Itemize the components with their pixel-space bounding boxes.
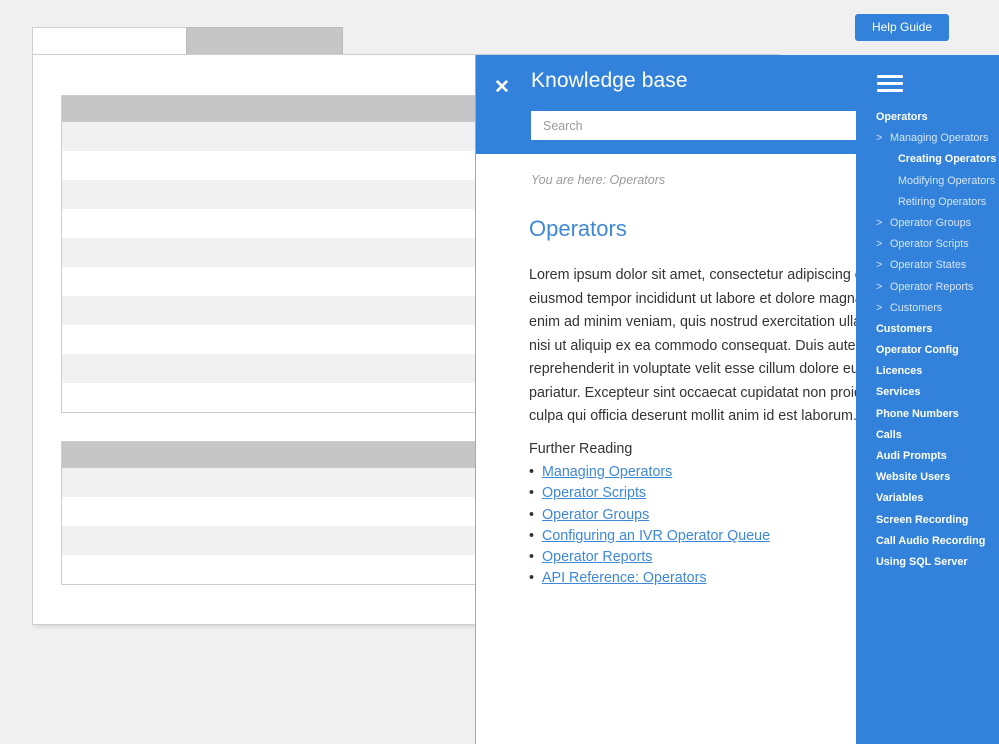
sidebar-item-label: Managing Operators — [890, 132, 989, 145]
sidebar-item-label: Licences — [876, 365, 923, 378]
help-guide-button[interactable]: Help Guide — [855, 14, 949, 41]
sidebar-item-customers[interactable]: > Customers — [856, 298, 999, 319]
further-reading-link[interactable]: Configuring an IVR Operator Queue — [542, 527, 771, 544]
sidebar-item-label: Calls — [876, 428, 902, 441]
chevron-right-icon: > — [876, 259, 883, 272]
list-item: Operator Scripts — [529, 483, 770, 505]
list-item: Operator Reports — [529, 547, 770, 569]
chevron-right-icon: > — [876, 301, 883, 314]
sidebar-item-label: Operator Config — [876, 344, 959, 357]
tab-1[interactable] — [32, 27, 187, 54]
sidebar-item-label: Customers — [890, 301, 943, 314]
sidebar-item-modifying-operators[interactable]: Modifying Operators — [856, 171, 999, 192]
sidebar-item-managing-operators[interactable]: > Managing Operators — [856, 128, 999, 149]
sidebar-item-operator-groups[interactable]: > Operator Groups — [856, 213, 999, 234]
sidebar-item-label: Modifying Operators — [898, 174, 996, 187]
sidebar-nav: Operators > Managing Operators Creating Ope… — [856, 107, 999, 573]
article-title: Operators — [529, 216, 627, 241]
sidebar-item-label: Operator Scripts — [890, 238, 969, 251]
chevron-right-icon: > — [876, 280, 883, 293]
tab-strip — [32, 27, 343, 54]
further-reading-list: Managing Operators Operator Scripts Operat… — [529, 462, 770, 590]
hamburger-menu-icon[interactable] — [877, 75, 903, 94]
sidebar-item-calls[interactable]: Calls — [856, 425, 999, 446]
list-item: Configuring an IVR Operator Queue — [529, 526, 771, 548]
sidebar-item-label: Using SQL Server — [876, 555, 968, 568]
further-reading-link[interactable]: Operator Reports — [542, 549, 653, 566]
sidebar-item-customers[interactable]: Customers — [856, 319, 999, 340]
sidebar-item-label: Phone Numbers — [876, 407, 959, 420]
sidebar-item-using-sql-server[interactable]: Using SQL Server — [856, 552, 999, 573]
further-reading-link[interactable]: Operator Scripts — [542, 485, 647, 502]
sidebar-item-label: Retiring Operators — [898, 195, 987, 208]
sidebar-item-website-users[interactable]: Website Users — [856, 467, 999, 488]
list-item: API Reference: Operators — [529, 568, 770, 590]
knowledge-base-sidebar: Operators > Managing Operators Creating Ope… — [856, 55, 999, 744]
list-item: Managing Operators — [529, 462, 770, 484]
sidebar-item-licences[interactable]: Licences — [856, 361, 999, 382]
close-icon[interactable]: ✕ — [488, 74, 516, 102]
sidebar-item-creating-operators[interactable]: Creating Operators — [856, 149, 999, 170]
sidebar-item-label: Screen Recording — [876, 513, 969, 526]
sidebar-item-operator-reports[interactable]: > Operator Reports — [856, 277, 999, 298]
chevron-right-icon: > — [876, 216, 883, 229]
sidebar-item-phone-numbers[interactable]: Phone Numbers — [856, 404, 999, 425]
sidebar-item-label: Website Users — [876, 471, 951, 484]
sidebar-item-retiring-operators[interactable]: Retiring Operators — [856, 192, 999, 213]
chevron-right-icon: > — [876, 132, 883, 145]
list-item: Operator Groups — [529, 505, 770, 527]
sidebar-item-label: Customers — [876, 322, 933, 335]
sidebar-item-operator-states[interactable]: > Operator States — [856, 255, 999, 276]
sidebar-item-label: Call Audio Recording — [876, 534, 986, 547]
sidebar-item-label: Services — [876, 386, 921, 399]
sidebar-item-label: Variables — [876, 492, 924, 505]
sidebar-item-operator-config[interactable]: Operator Config — [856, 340, 999, 361]
sidebar-item-operator-scripts[interactable]: > Operator Scripts — [856, 234, 999, 255]
sidebar-item-label: Operators — [876, 111, 928, 123]
sidebar-item-call-audio-recording[interactable]: Call Audio Recording — [856, 531, 999, 552]
sidebar-item-label: Audi Prompts — [876, 450, 947, 462]
chevron-right-icon: > — [876, 238, 883, 251]
sidebar-item-label: Operator Reports — [890, 280, 974, 293]
sidebar-item-audi-prompts[interactable]: Audi Prompts — [856, 446, 999, 467]
knowledge-base-title: Knowledge base — [531, 69, 688, 92]
further-reading-link[interactable]: Managing Operators — [542, 464, 673, 480]
sidebar-item-variables[interactable]: Variables — [856, 488, 999, 509]
sidebar-item-label: Operator States — [890, 259, 967, 272]
sidebar-item-label: Creating Operators — [898, 153, 997, 166]
further-reading-heading: Further Reading — [529, 441, 633, 457]
tab-2[interactable] — [186, 27, 343, 54]
sidebar-item-operators[interactable]: Operators — [856, 107, 999, 128]
breadcrumb: You are here: Operators — [531, 173, 666, 187]
sidebar-item-screen-recording[interactable]: Screen Recording — [856, 510, 999, 531]
sidebar-item-label: Operator Groups — [890, 216, 972, 229]
further-reading-link[interactable]: Operator Groups — [542, 506, 650, 523]
sidebar-item-services[interactable]: Services — [856, 382, 999, 403]
further-reading-link[interactable]: API Reference: Operators — [542, 570, 707, 587]
